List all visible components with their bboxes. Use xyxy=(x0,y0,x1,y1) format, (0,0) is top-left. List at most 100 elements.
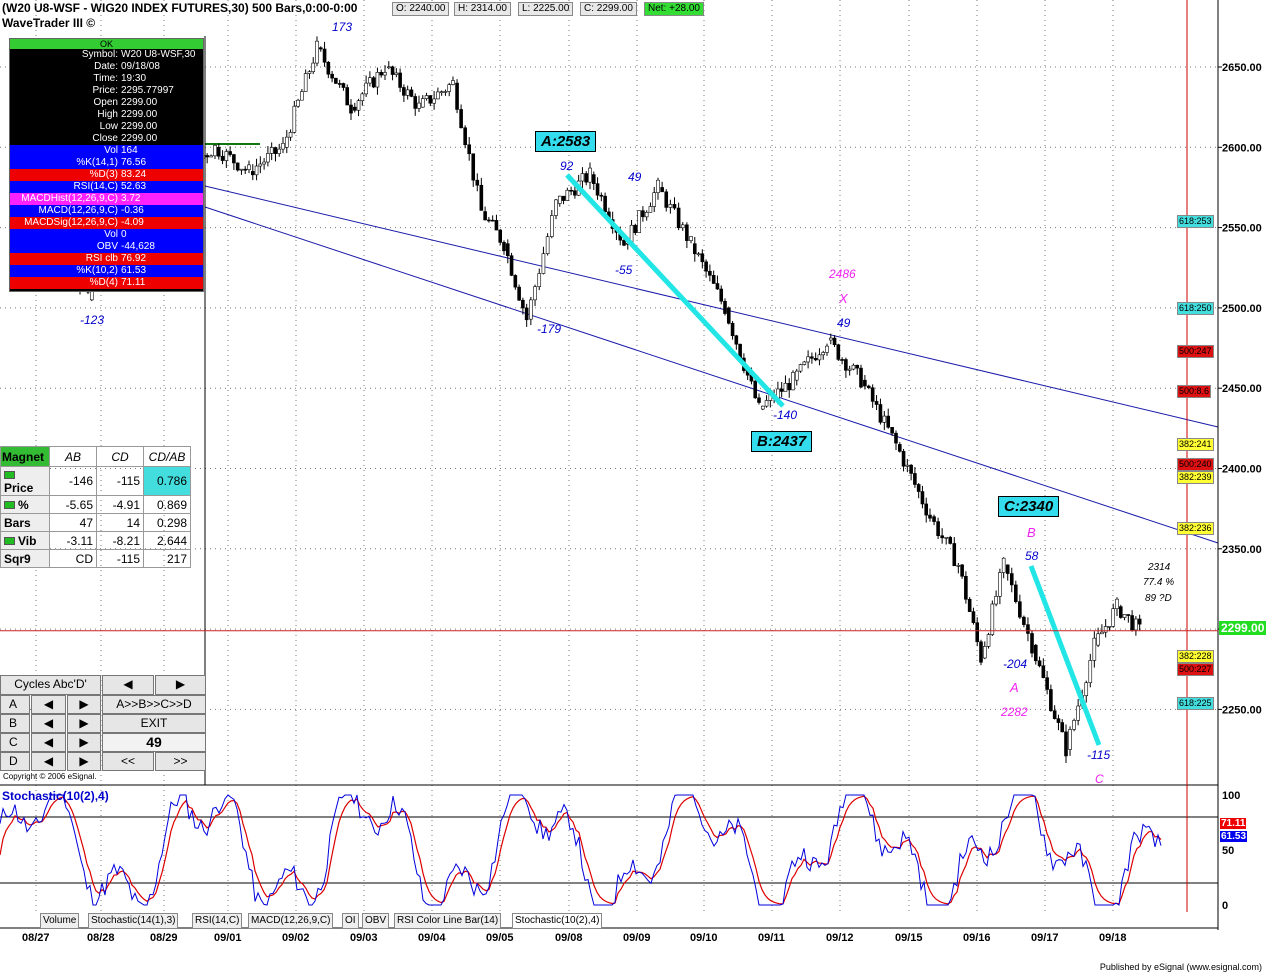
candle-body xyxy=(863,379,867,387)
data-row: Symbol: W20 U8-WSF,30 xyxy=(10,49,203,61)
candle-body xyxy=(836,344,841,360)
tab-indicator[interactable]: OBV xyxy=(362,913,390,929)
candle-body xyxy=(817,354,822,361)
candle-body xyxy=(296,99,300,107)
sequence-button[interactable]: A>>B>>C>>D xyxy=(102,695,206,714)
data-row: %D(3) 83.24 xyxy=(10,169,203,181)
candle-body xyxy=(1049,689,1053,712)
candle-body xyxy=(668,204,673,208)
cycles-prev-button[interactable]: ◀ xyxy=(102,675,154,695)
candle-body xyxy=(779,388,784,392)
fib-level-label: 500:240 xyxy=(1177,457,1214,471)
candle-body xyxy=(1137,618,1142,625)
data-label: %K(10,2) xyxy=(76,265,118,276)
fib-level-label: 382:228 xyxy=(1177,650,1214,664)
pivot-label-49a: 49 xyxy=(628,170,642,184)
toggle-icon[interactable] xyxy=(4,501,15,510)
back-button[interactable]: << xyxy=(102,752,154,771)
cycle-right-button[interactable]: ▶ xyxy=(67,714,101,733)
tab-indicator[interactable]: Stochastic(10(2),4) xyxy=(512,913,603,929)
cycle-row-a[interactable]: A xyxy=(0,695,30,714)
data-value: 2299.00 xyxy=(121,133,158,144)
candle-body xyxy=(652,192,657,207)
wave-cd-line xyxy=(1028,565,1102,746)
candle-body xyxy=(944,536,948,539)
candle-body xyxy=(1022,616,1026,625)
tab-indicator[interactable]: RSI Color Line Bar(14) xyxy=(394,913,502,929)
candle-body xyxy=(1052,710,1057,719)
magnet-cd: 14 xyxy=(96,513,144,532)
stoch-tick-label: 0 xyxy=(1222,900,1228,912)
candle-body xyxy=(1033,644,1038,662)
cycle-right-button[interactable]: ▶ xyxy=(67,695,101,714)
candle-body xyxy=(413,96,418,109)
candle-body xyxy=(529,299,533,320)
candle-body xyxy=(603,195,607,213)
cycle-left-button[interactable]: ◀ xyxy=(31,752,66,771)
tab-indicator[interactable]: MACD(12,26,9,C) xyxy=(248,913,334,929)
channel-lower-line xyxy=(204,206,1219,544)
candle-body xyxy=(409,89,414,97)
candle-body xyxy=(424,95,429,99)
candle-body xyxy=(847,368,852,371)
candle-body xyxy=(637,210,641,233)
candle-body xyxy=(821,352,826,356)
candle-body xyxy=(550,215,554,237)
cycles-next-button[interactable]: ▶ xyxy=(155,675,206,695)
candle-body xyxy=(303,73,308,92)
candle-body xyxy=(622,239,626,246)
candle-body xyxy=(545,236,550,255)
candle-body xyxy=(216,147,221,157)
exit-button[interactable]: EXIT xyxy=(102,714,206,733)
candle-body xyxy=(561,195,566,201)
cycle-left-button[interactable]: ◀ xyxy=(31,733,66,752)
cycle-right-button[interactable]: ▶ xyxy=(67,752,101,771)
data-value: 3.72 xyxy=(121,193,141,204)
data-row: Time: 19:30 xyxy=(10,73,203,85)
candle-body xyxy=(764,400,769,407)
candle-body xyxy=(696,253,701,256)
candle-body xyxy=(905,464,910,467)
fib-level-label: 382:236 xyxy=(1177,521,1214,535)
magnet-header: Magnet xyxy=(0,446,50,467)
candle-body xyxy=(734,335,739,345)
cycle-left-button[interactable]: ◀ xyxy=(31,714,66,733)
data-value: 2299.00 xyxy=(121,109,158,120)
date-tick: 09/05 xyxy=(486,932,514,944)
date-tick: 09/03 xyxy=(350,932,378,944)
tab-indicator[interactable]: Volume xyxy=(40,913,80,929)
forward-button[interactable]: >> xyxy=(155,752,206,771)
data-label: Vol xyxy=(104,229,118,240)
candle-body xyxy=(753,380,758,399)
date-tick: 09/01 xyxy=(214,932,242,944)
candle-body xyxy=(451,80,455,85)
tab-indicator[interactable]: RSI(14,C) xyxy=(192,913,243,929)
cycle-left-button[interactable]: ◀ xyxy=(31,695,66,714)
cycle-row-b[interactable]: B xyxy=(0,714,30,733)
pivot-label-58: 58 xyxy=(1025,549,1039,563)
cycle-row-c[interactable]: C xyxy=(0,733,30,752)
point-c-label: C:2340 xyxy=(998,496,1060,517)
candle-body xyxy=(349,104,353,114)
candle-body xyxy=(224,151,229,161)
candle-body xyxy=(247,164,251,170)
data-label: OBV xyxy=(96,241,118,252)
cycle-right-button[interactable]: ▶ xyxy=(67,733,101,752)
cycle-row-d[interactable]: D xyxy=(0,752,30,771)
data-row: MACDHist(12,26,9,C) 3.72 xyxy=(10,193,203,205)
candle-body xyxy=(277,148,282,154)
candle-body xyxy=(1134,618,1138,631)
magnet-ratio: 217 xyxy=(143,549,191,568)
candle-body xyxy=(502,242,506,252)
price-tick-label: 2450.00 xyxy=(1222,383,1262,395)
candle-body xyxy=(1001,557,1006,573)
candle-body xyxy=(398,72,402,88)
data-label: Price: xyxy=(92,85,118,96)
tab-indicator[interactable]: OI xyxy=(342,913,359,929)
fib-level-label: 618:250 xyxy=(1177,301,1214,315)
toggle-icon[interactable] xyxy=(4,470,15,479)
candle-body xyxy=(719,288,724,302)
toggle-icon[interactable] xyxy=(4,537,15,546)
wave-lines xyxy=(565,173,1102,746)
tab-indicator[interactable]: Stochastic(14(1),3) xyxy=(88,913,179,929)
